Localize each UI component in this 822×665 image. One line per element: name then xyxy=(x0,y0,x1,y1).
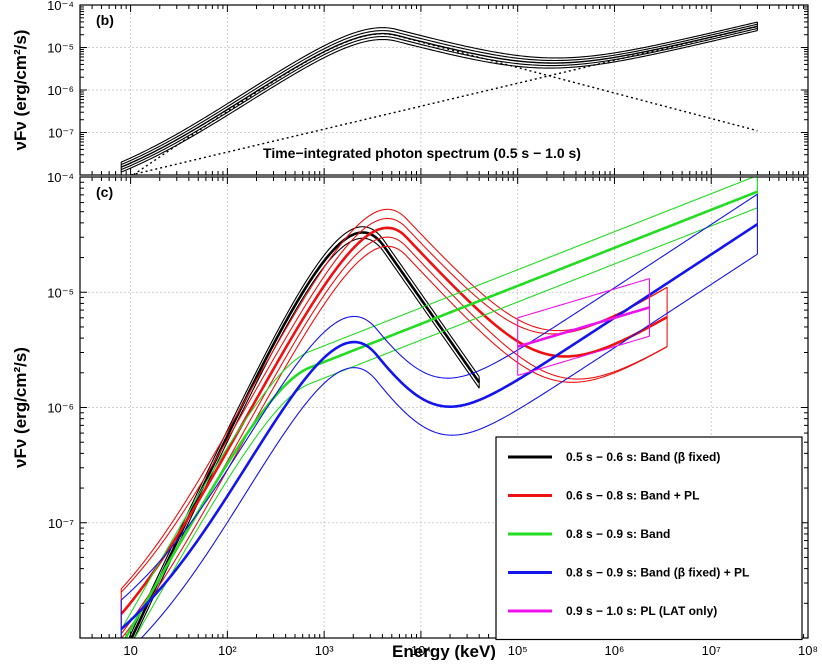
panel-c: 10⁻⁷ 10⁻⁶ 10⁻⁵ 10⁻⁴ 10 10² 10³ 10⁴ 10⁵ 10⁶ 10⁷ 10⁸ (… xyxy=(11,170,818,661)
x-tick-label: 10⁵ xyxy=(508,643,528,658)
series-error-contour xyxy=(120,21,758,163)
series-0 xyxy=(128,226,481,638)
series-2 xyxy=(127,25,758,175)
series-1 xyxy=(131,33,758,175)
chart-annotation: Time−integrated photon spectrum (0.5 s −… xyxy=(263,145,581,161)
y-tick-label: 10⁻⁵ xyxy=(47,285,74,300)
series-1 xyxy=(120,208,668,638)
x-tick-label: 10⁴ xyxy=(411,643,431,658)
legend-entry: 0.9 s − 1.0 s: PL (LAT only) xyxy=(566,604,717,618)
y-axis-label: νFν (erg/cm²/s) xyxy=(11,30,30,151)
curves xyxy=(120,21,758,175)
series-line xyxy=(517,306,650,348)
series-line xyxy=(120,25,758,168)
curves xyxy=(120,177,759,638)
series-error-contour xyxy=(121,245,668,638)
x-tick-label: 10⁸ xyxy=(798,643,818,658)
legend-box xyxy=(495,436,803,641)
series-0 xyxy=(120,21,758,173)
y-tick-label: 10⁻⁵ xyxy=(47,41,74,56)
series-3 xyxy=(120,193,759,638)
series-error-contour xyxy=(121,30,758,173)
series-error-contour xyxy=(140,253,758,638)
y-tick-label: 10⁻⁶ xyxy=(47,401,74,416)
series-error-contour xyxy=(120,193,758,601)
x-tick-label: 10² xyxy=(218,643,237,658)
y-tick-label: 10⁻⁶ xyxy=(47,83,74,98)
x-tick-label: 10⁷ xyxy=(702,643,721,658)
legend: 0.5 s − 0.6 s: Band (β fixed) 0.6 s − 0.8… xyxy=(495,436,803,641)
series-4 xyxy=(517,278,651,376)
series-error-contour xyxy=(133,237,480,638)
legend-entry: 0.5 s − 0.6 s: Band (β fixed) xyxy=(566,450,720,464)
series-error-contour xyxy=(120,217,668,593)
x-axis-label: Energy (keV) xyxy=(392,642,496,660)
y-axis-label: νFν (erg/cm²/s) xyxy=(11,347,30,468)
legend-entry: 0.8 s − 0.9 s: Band xyxy=(566,527,670,541)
series-error-contour xyxy=(120,177,756,630)
series-error-contour xyxy=(128,226,480,638)
series-error-contour xyxy=(517,278,650,319)
y-tick-label: 10⁻⁴ xyxy=(47,0,74,13)
series-line xyxy=(124,190,758,638)
series-line xyxy=(130,231,481,638)
panel-label: (c) xyxy=(96,184,113,200)
x-tick-label: 10⁶ xyxy=(605,643,625,658)
plot-frame xyxy=(79,4,809,176)
y-tick-label: 10⁻⁷ xyxy=(48,516,74,531)
series-line xyxy=(120,223,759,631)
series-line xyxy=(127,25,758,175)
panel-label: (b) xyxy=(96,12,114,28)
panel-b: 10⁻⁷ 10⁻⁶ 10⁻⁵ 10⁻⁴ (b) Time−integrated photo… xyxy=(11,0,809,176)
legend-entry: 0.8 s − 0.9 s: Band (β fixed) + PL xyxy=(566,566,749,580)
x-tick-label: 10³ xyxy=(315,643,334,658)
plot-frame xyxy=(79,176,809,639)
y-tick-label: 10⁻⁷ xyxy=(48,126,74,141)
legend-entry: 0.6 s − 0.8 s: Band + PL xyxy=(566,489,699,503)
series-line xyxy=(131,33,758,175)
series-line xyxy=(120,226,668,615)
series-error-contour xyxy=(134,207,758,638)
y-tick-label: 10⁻⁴ xyxy=(47,170,74,185)
x-tick-label: 10 xyxy=(123,643,137,658)
series-error-contour xyxy=(121,23,758,166)
series-error-contour xyxy=(121,27,758,171)
series-error-contour xyxy=(517,335,650,376)
